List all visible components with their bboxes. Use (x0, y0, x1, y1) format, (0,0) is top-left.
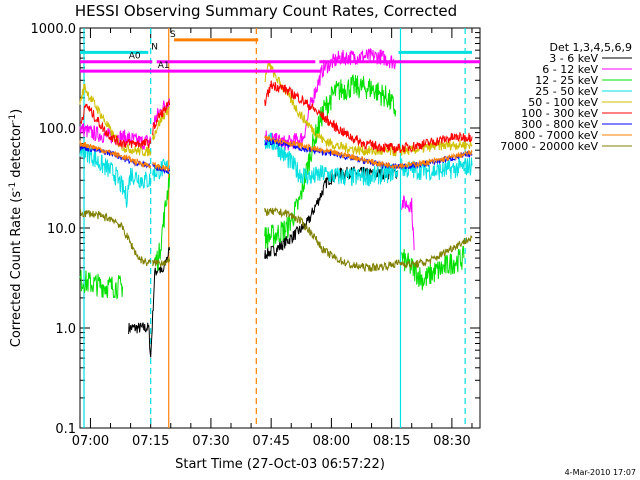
series-line (79, 269, 124, 300)
series-line (128, 246, 171, 358)
x-tick-label: 08:30 (433, 434, 470, 449)
y-tick-label: 100.0 (39, 122, 76, 137)
legend-label: 6 - 12 keV (542, 63, 598, 76)
legend-label: 25 - 50 keV (535, 85, 598, 98)
series-line (152, 173, 171, 271)
y-axis: 0.1 1.0 10.0 100.0 1000.0 (31, 22, 480, 437)
legend-label: 12 - 25 keV (535, 74, 598, 87)
legend-label: 800 - 7000 keV (514, 129, 598, 142)
x-tick-label: 08:00 (313, 434, 350, 449)
legend-label: 100 - 300 keV (521, 107, 598, 120)
flag-label: N (151, 42, 158, 52)
y-tick-label: 0.1 (55, 422, 76, 437)
x-axis: 07:00 07:15 07:30 07:45 08:00 08:15 08:30 (72, 28, 473, 449)
y-axis-label-exponent: -1 (8, 114, 18, 123)
y-axis-label: Corrected Count Rate (s-1 detector-1) (8, 109, 24, 347)
series-line (79, 83, 152, 157)
y-tick-label: 1000.0 (31, 22, 77, 37)
series-line (264, 80, 473, 154)
x-tick-label: 07:15 (132, 434, 169, 449)
series-line (80, 209, 152, 267)
observing-flags: S N A0 A1 (80, 30, 480, 73)
time-markers (83, 28, 466, 428)
series-line (264, 206, 473, 273)
series-line (264, 60, 473, 157)
series-line (401, 157, 473, 181)
flag-label: S (170, 30, 176, 40)
series-line (152, 99, 171, 136)
legend-label: 3 - 6 keV (549, 52, 598, 65)
flag-label: A1 (158, 61, 170, 71)
series-line (152, 161, 170, 173)
y-tick-label: 10.0 (47, 222, 76, 237)
series-line (264, 73, 397, 249)
y-axis-label-exponent: -1 (8, 182, 18, 191)
series-line (79, 122, 152, 150)
series-line (264, 135, 473, 170)
series-line (79, 103, 152, 150)
x-tick-label: 08:15 (373, 434, 410, 449)
legend-label: 300 - 800 keV (521, 118, 598, 131)
series-line (152, 256, 171, 268)
x-tick-label: 07:45 (252, 434, 289, 449)
y-axis-label-part: detector (9, 122, 24, 182)
x-tick-label: 07:30 (192, 434, 229, 449)
chart-title: HESSI Observing Summary Count Rates, Cor… (75, 2, 457, 20)
series-line (401, 245, 465, 291)
x-tick-label: 07:00 (72, 434, 109, 449)
x-axis-label: Start Time (27-Oct-03 06:57:22) (175, 457, 385, 472)
series-line (79, 143, 152, 208)
legend-label: 7000 - 20000 keV (500, 140, 598, 153)
legend-title: Det 1,3,4,5,6,9 (549, 41, 632, 54)
series-line (79, 140, 152, 169)
series-line (264, 132, 399, 187)
series-line (152, 158, 171, 182)
series-lines (79, 47, 473, 358)
date-stamp: 4-Mar-2010 17:07 (565, 468, 636, 477)
legend-label: 50 - 100 keV (528, 96, 598, 109)
y-axis-label-part: Corrected Count Rate (s (9, 191, 24, 348)
series-line (401, 195, 415, 251)
y-axis-label-part: ) (9, 109, 24, 114)
flag-label: A0 (129, 52, 141, 62)
y-tick-label: 1.0 (55, 322, 76, 337)
